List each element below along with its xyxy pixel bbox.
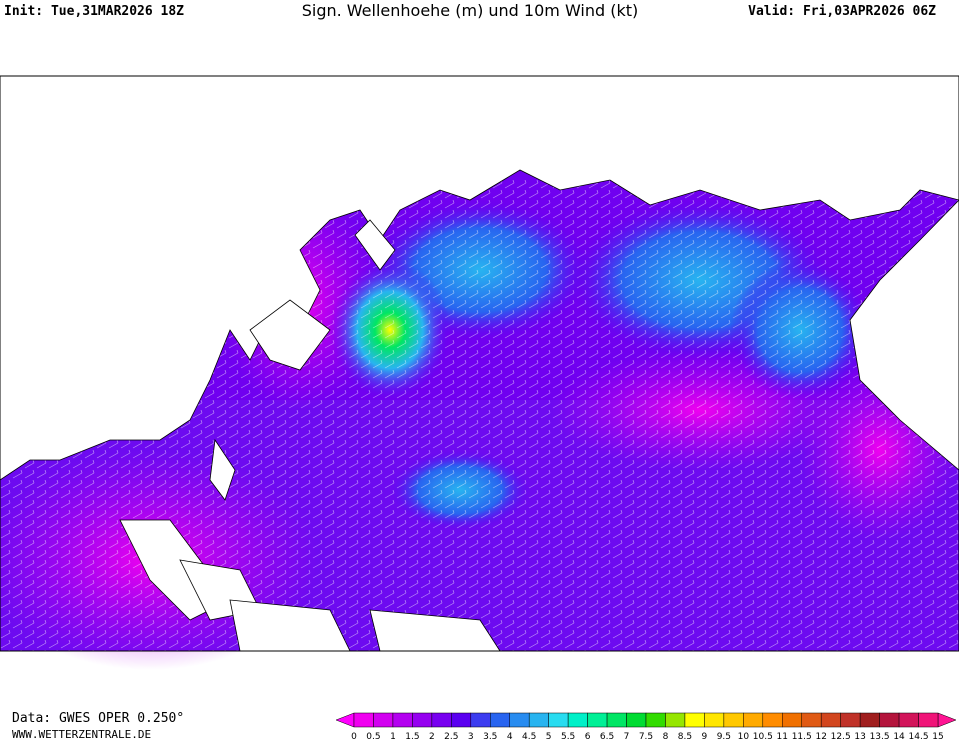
colorbar-label: 2.5 <box>444 732 458 741</box>
colorbar-box <box>431 712 452 728</box>
colorbar-label: 3.5 <box>483 732 497 741</box>
colorbar-label: 1.5 <box>405 732 419 741</box>
colorbar-label: 13.5 <box>870 732 890 741</box>
valid-time: Valid: Fri,03APR2026 06Z <box>748 4 936 19</box>
colorbar-label: 4 <box>507 732 513 741</box>
colorbar-label: 15 <box>932 732 943 741</box>
colorbar-box <box>859 712 880 728</box>
colorbar-box <box>879 712 900 728</box>
colorbar-label: 2 <box>429 732 435 741</box>
colorbar-box <box>801 712 822 728</box>
colorbar-label: 10 <box>738 732 750 741</box>
colorbar-under <box>335 712 355 728</box>
colorbar-box <box>820 712 841 728</box>
colorbar-box <box>704 712 725 728</box>
colorbar-label: 5.5 <box>561 732 575 741</box>
colorbar-box <box>606 712 627 728</box>
colorbar-box <box>509 712 530 728</box>
colorbar-box <box>528 712 549 728</box>
colorbar-box <box>782 712 802 728</box>
colorbar-label: 14.5 <box>909 732 929 741</box>
colorbar-label: 5 <box>546 732 552 741</box>
colorbar-label: 6 <box>585 732 591 741</box>
colorbar-box <box>918 712 939 728</box>
map <box>0 75 959 670</box>
colorbar-label: 9.5 <box>717 732 731 741</box>
colorbar: 0 0.5 1 1.5 2 2.5 3 3.5 4 4.5 5 5.5 6 6.5 7 7.5 8 8.5 9 9.5… <box>335 712 957 742</box>
colorbar-label: 8.5 <box>678 732 692 741</box>
init-time: Init: Tue,31MAR2026 18Z <box>4 4 184 19</box>
colorbar-label: 11 <box>777 732 788 741</box>
map-title: Sign. Wellenhoehe (m) und 10m Wind (kt) <box>302 1 639 20</box>
colorbar-label: 7.5 <box>639 732 653 741</box>
colorbar-box <box>665 712 686 728</box>
colorbar-box <box>353 712 374 728</box>
colorbar-box <box>723 712 744 728</box>
colorbar-box <box>392 712 413 728</box>
colorbar-label: 1 <box>390 732 396 741</box>
colorbar-box <box>470 712 491 728</box>
colorbar-label: 11.5 <box>792 732 812 741</box>
colorbar-label: 4.5 <box>522 732 536 741</box>
colorbar-label: 8 <box>663 732 669 741</box>
website: WWW.WETTERZENTRALE.DE <box>12 728 151 741</box>
colorbar-box <box>490 712 510 728</box>
colorbar-box <box>840 712 861 728</box>
colorbar-label: 13 <box>854 732 865 741</box>
colorbar-label: 12.5 <box>831 732 851 741</box>
colorbar-label: 12 <box>815 732 826 741</box>
colorbar-box <box>626 712 647 728</box>
colorbar-box <box>645 712 666 728</box>
colorbar-label: 0 <box>351 732 357 741</box>
colorbar-label: 14 <box>893 732 905 741</box>
colorbar-box <box>684 712 705 728</box>
colorbar-label: 0.5 <box>366 732 380 741</box>
colorbar-box <box>548 712 569 728</box>
colorbar-box <box>898 712 919 728</box>
colorbar-box <box>743 712 764 728</box>
colorbar-label: 3 <box>468 732 474 741</box>
colorbar-box <box>412 712 433 728</box>
colorbar-label: 10.5 <box>753 732 773 741</box>
data-source: Data: GWES OPER 0.250° <box>12 711 184 726</box>
colorbar-label: 7 <box>624 732 630 741</box>
colorbar-box <box>762 712 783 728</box>
colorbar-box <box>451 712 472 728</box>
colorbar-box <box>567 712 588 728</box>
colorbar-box <box>587 712 608 728</box>
colorbar-label: 6.5 <box>600 732 614 741</box>
colorbar-box <box>373 712 394 728</box>
colorbar-over <box>937 712 957 728</box>
colorbar-label: 9 <box>702 732 708 741</box>
